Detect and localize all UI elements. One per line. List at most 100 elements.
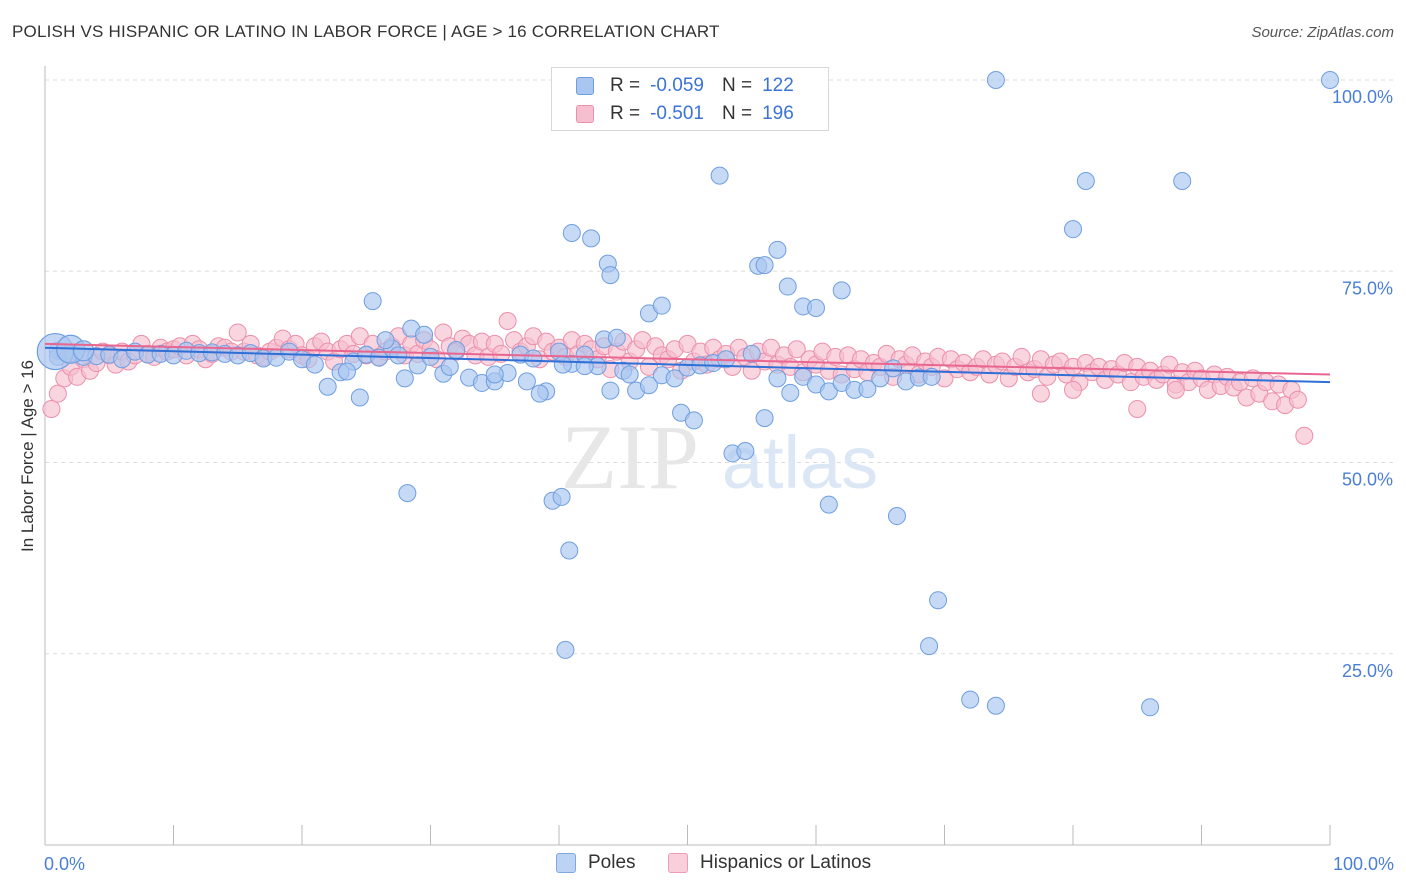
poles-point (1173, 171, 1192, 190)
poles-point (337, 362, 356, 381)
poles-point (819, 382, 838, 401)
poles-point (1321, 71, 1339, 89)
poles-point (778, 277, 797, 296)
legend-r-label: R = (610, 103, 641, 124)
poles-point (389, 346, 408, 365)
poles-point (832, 281, 851, 300)
series-label-poles: Poles (588, 852, 636, 873)
watermark-zip: ZIP (561, 406, 699, 508)
legend-r-label: R = (610, 75, 641, 96)
poles-point (485, 365, 504, 384)
y-tick-labels: 100.0% 75.0% 50.0% 25.0% (1332, 87, 1393, 681)
poles-point (858, 380, 877, 399)
legend-row-poles: R = -0.059 N = 122 (576, 73, 794, 99)
poles-point (556, 640, 575, 659)
series-label-hispanics: Hispanics or Latinos (700, 852, 872, 873)
legend-swatch-poles (576, 77, 594, 95)
hispanics-point (498, 311, 517, 330)
poles-point (398, 484, 417, 503)
poles-point (1064, 220, 1082, 239)
poles-point (920, 637, 939, 656)
poles-point (560, 541, 579, 560)
poles-point (1141, 698, 1160, 717)
poles-point (553, 355, 572, 374)
series-swatch-hispanics (668, 853, 688, 873)
poles-point (710, 166, 729, 185)
poles-point (607, 328, 626, 347)
poles-point (755, 256, 774, 275)
axes (44, 66, 1331, 846)
poles-point (575, 357, 594, 376)
poles-point (440, 357, 459, 376)
y-tick-label: 75.0% (1342, 278, 1393, 298)
hispanics-point (1012, 347, 1031, 366)
series-legend: Poles Hispanics or Latinos (0, 852, 1406, 876)
poles-point (552, 487, 571, 506)
poles-point (807, 298, 825, 317)
legend-row-hispanics: R = -0.501 N = 196 (576, 101, 794, 127)
series-legend-hispanics[interactable]: Hispanics or Latinos (668, 852, 871, 874)
poles-point (350, 388, 369, 407)
watermark: ZIP atlas (561, 406, 878, 508)
legend-n-label: N = (721, 103, 753, 124)
legend-n-value-poles: 122 (762, 75, 794, 96)
legend-r-value-hispanics: -0.501 (650, 103, 704, 124)
poles-point (736, 442, 755, 461)
hispanics-point (1295, 426, 1314, 445)
poles-point (755, 409, 774, 428)
poles-point (652, 296, 671, 315)
poles-point (582, 229, 601, 248)
poles-point (684, 411, 703, 430)
poles-point (887, 507, 906, 526)
legend-swatch-hispanics (576, 105, 594, 123)
watermark-atlas: atlas (722, 421, 878, 504)
source-credit: Source: ZipAtlas.com (1251, 24, 1394, 41)
poles-point (929, 591, 948, 610)
correlation-legend: R = -0.059 N = 122 R = -0.501 N = 196 (551, 67, 829, 131)
y-tick-label: 50.0% (1342, 470, 1393, 490)
poles-trend-line (44, 346, 1331, 384)
hispanics-point (1064, 380, 1082, 399)
poles-points (36, 71, 1339, 717)
hispanics-point (228, 323, 247, 342)
poles-point (562, 224, 581, 242)
y-tick-label: 100.0% (1332, 87, 1393, 107)
poles-point (742, 344, 761, 363)
y-tick-label: 25.0% (1342, 661, 1393, 681)
poles-point (415, 325, 434, 344)
chart-title: POLISH VS HISPANIC OR LATINO IN LABOR FO… (12, 22, 720, 41)
series-swatch-poles (556, 853, 576, 873)
poles-point (620, 365, 639, 384)
hispanics-point (1031, 384, 1050, 403)
poles-point (884, 359, 903, 378)
x-tick-label-max: 100.0% (1333, 854, 1394, 874)
hispanics-point (1128, 399, 1147, 418)
hispanics-point (48, 384, 67, 403)
hispanics-point (42, 399, 61, 418)
legend-n-label: N = (721, 75, 753, 96)
poles-point (601, 381, 620, 400)
poles-point (961, 690, 980, 709)
poles-point (665, 369, 684, 388)
legend-r-value-poles: -0.059 (650, 75, 704, 96)
poles-point (305, 355, 324, 374)
hispanics-point (1166, 380, 1185, 399)
poles-point (986, 696, 1005, 715)
poles-point (601, 266, 620, 285)
poles-point (517, 372, 536, 391)
hispanics-point (787, 340, 806, 359)
hispanics-trend-line (44, 342, 1331, 376)
poles-point (819, 495, 838, 514)
poles-point (376, 331, 395, 350)
poles-point (781, 383, 800, 402)
poles-point (986, 71, 1005, 89)
poles-point (363, 292, 382, 311)
poles-point (530, 384, 549, 403)
poles-point (639, 376, 658, 395)
poles-point (395, 369, 414, 388)
hispanics-point (1288, 390, 1307, 409)
series-legend-poles[interactable]: Poles (556, 852, 636, 874)
poles-point (318, 377, 337, 396)
poles-point (1076, 171, 1095, 190)
